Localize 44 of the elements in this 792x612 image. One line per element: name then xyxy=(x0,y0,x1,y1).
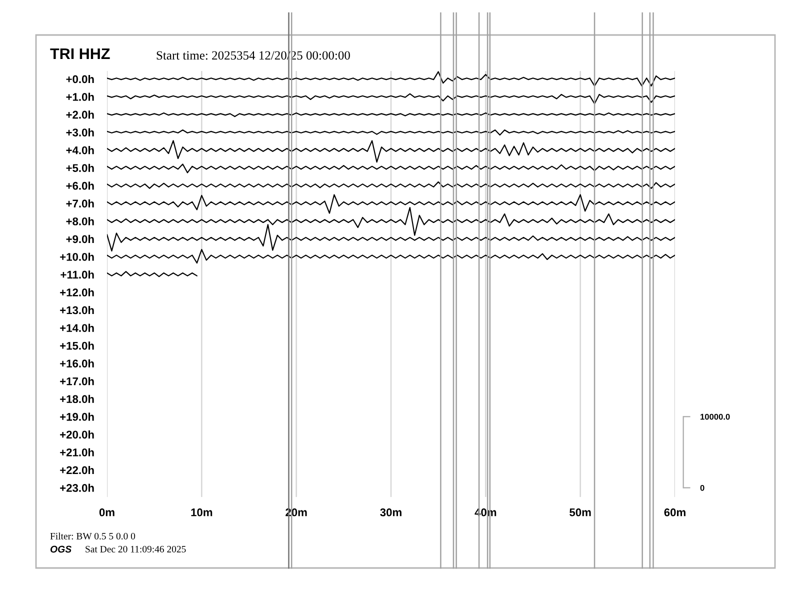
x-tick-label: 0m xyxy=(99,508,114,516)
y2-tick-label: 0 xyxy=(700,484,704,491)
y-tick-label: +10.0h xyxy=(60,252,94,261)
line-series xyxy=(107,71,675,86)
chart-title: TRI HHZ xyxy=(50,48,110,59)
y-tick-label: +22.0h xyxy=(60,466,94,474)
line-series xyxy=(107,181,675,189)
y-tick-label: +4.0h xyxy=(66,146,94,154)
y-tick-label: +13.0h xyxy=(60,306,94,314)
y-tick-label: +11.0h xyxy=(60,270,94,279)
y-tick-label: +15.0h xyxy=(60,342,94,350)
y-tick-label: +9.0h xyxy=(66,234,94,244)
y-tick-label: +17.0h xyxy=(60,377,94,386)
line-series xyxy=(107,224,675,252)
line-series xyxy=(107,248,675,264)
x-tick-label: 30m xyxy=(380,508,402,516)
y-tick-label: +6.0h xyxy=(66,182,94,190)
text: OGS xyxy=(50,546,72,553)
y-tick-label: +16.0h xyxy=(60,359,94,368)
y-tick-label: +21.0h xyxy=(60,448,94,456)
text: Filter: BW 0.5 5 0.0 0 xyxy=(50,532,136,540)
y-tick-label: +23.0h xyxy=(60,484,94,492)
y-tick-label: +5.0h xyxy=(66,164,94,172)
y-tick-label: +7.0h xyxy=(66,199,94,208)
x-tick-label: 50m xyxy=(570,508,591,516)
x-tick-label: 10m xyxy=(191,508,212,516)
line-series xyxy=(107,194,675,214)
y-tick-label: +2.0h xyxy=(66,110,94,119)
y-tick-label: +14.0h xyxy=(60,324,94,332)
y2-tick-label: 10000.0 xyxy=(700,414,730,420)
y-tick-label: +8.0h xyxy=(66,217,94,226)
y-tick-label: +0.0h xyxy=(66,74,94,84)
y-tick-label: +20.0h xyxy=(60,430,94,439)
y-tick-label: +3.0h xyxy=(66,128,94,136)
line-series xyxy=(107,206,675,236)
y-tick-label: +1.0h xyxy=(66,92,94,101)
line-series xyxy=(107,164,675,174)
y-tick-label: +12.0h xyxy=(60,288,94,296)
line-series xyxy=(107,140,675,163)
text: Sat Dec 20 11:09:46 2025 xyxy=(86,546,186,552)
line-series xyxy=(107,93,675,104)
y-tick-label: +19.0h xyxy=(60,412,94,421)
x-tick-label: 60m xyxy=(664,508,686,516)
y-tick-label: +18.0h xyxy=(60,394,94,404)
